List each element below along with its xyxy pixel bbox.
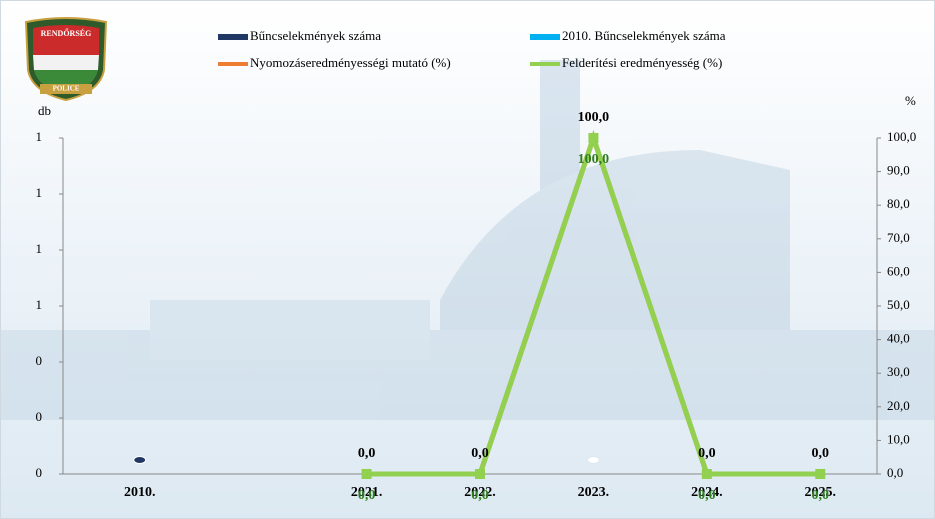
bar (586, 456, 600, 464)
data-label: 0,0 (358, 488, 376, 503)
line-marker (815, 469, 826, 479)
line-marker (475, 469, 485, 479)
bar (133, 456, 147, 464)
logo-bottom: POLICE (53, 85, 80, 93)
data-label: 0,0 (812, 446, 830, 461)
x-tick-label: 2025. (805, 485, 837, 500)
x-tick-label: 2010. (124, 485, 156, 500)
y2-tick-label: 40,0 (887, 331, 910, 346)
legend-label: Felderítési eredményesség (%) (562, 55, 722, 70)
legend-label: Nyomozáseredményességi mutató (%) (250, 55, 451, 70)
y-tick-label: 1 (36, 129, 43, 144)
y2-tick-label: 80,0 (887, 196, 910, 211)
y2-tick-label: 100,0 (887, 129, 916, 144)
y2-tick-label: 20,0 (887, 398, 910, 413)
legend-swatch (218, 34, 248, 40)
data-label: 0,0 (698, 446, 716, 461)
logo-top: RENDŐRSÉG (41, 28, 92, 38)
line-marker (361, 469, 372, 479)
y2-axis-label: % (905, 93, 916, 108)
legend-label: 2010. Bűncselekmények száma (562, 28, 726, 43)
x-tick-label: 2021. (351, 485, 383, 500)
logo: RENDŐRSÉG POLICE (24, 17, 108, 102)
x-tick-label: 2023. (578, 485, 610, 500)
line-marker (588, 133, 599, 143)
y2-tick-label: 90,0 (887, 163, 910, 178)
x-tick-label: 2022. (464, 485, 496, 500)
y-axis-label: db (38, 103, 51, 118)
data-label: 100,0 (578, 110, 610, 125)
legend-label: Bűncselekmények száma (250, 28, 381, 43)
y2-tick-label: 0,0 (887, 465, 903, 480)
y2-tick-label: 10,0 (887, 431, 910, 446)
data-label: 100,0 (578, 152, 610, 167)
x-tick-label: 2024. (691, 485, 723, 500)
data-label: 0,0 (698, 488, 716, 503)
y-tick-label: 1 (36, 241, 43, 256)
y-tick-label: 0 (36, 409, 43, 424)
data-label: 0,0 (471, 446, 489, 461)
line-marker (701, 469, 712, 479)
data-label: 0,0 (812, 488, 830, 503)
y2-tick-label: 30,0 (887, 364, 910, 379)
y2-tick-label: 70,0 (887, 230, 910, 245)
y2-tick-label: 60,0 (887, 263, 910, 278)
y-tick-label: 1 (36, 297, 43, 312)
y-tick-label: 1 (36, 185, 43, 200)
data-label: 0,0 (471, 488, 489, 503)
y-tick-label: 0 (36, 353, 43, 368)
y2-tick-label: 50,0 (887, 297, 910, 312)
y-tick-label: 0 (36, 465, 43, 480)
legend-swatch (530, 34, 560, 40)
data-label: 0,0 (358, 446, 376, 461)
building-image (0, 60, 935, 420)
